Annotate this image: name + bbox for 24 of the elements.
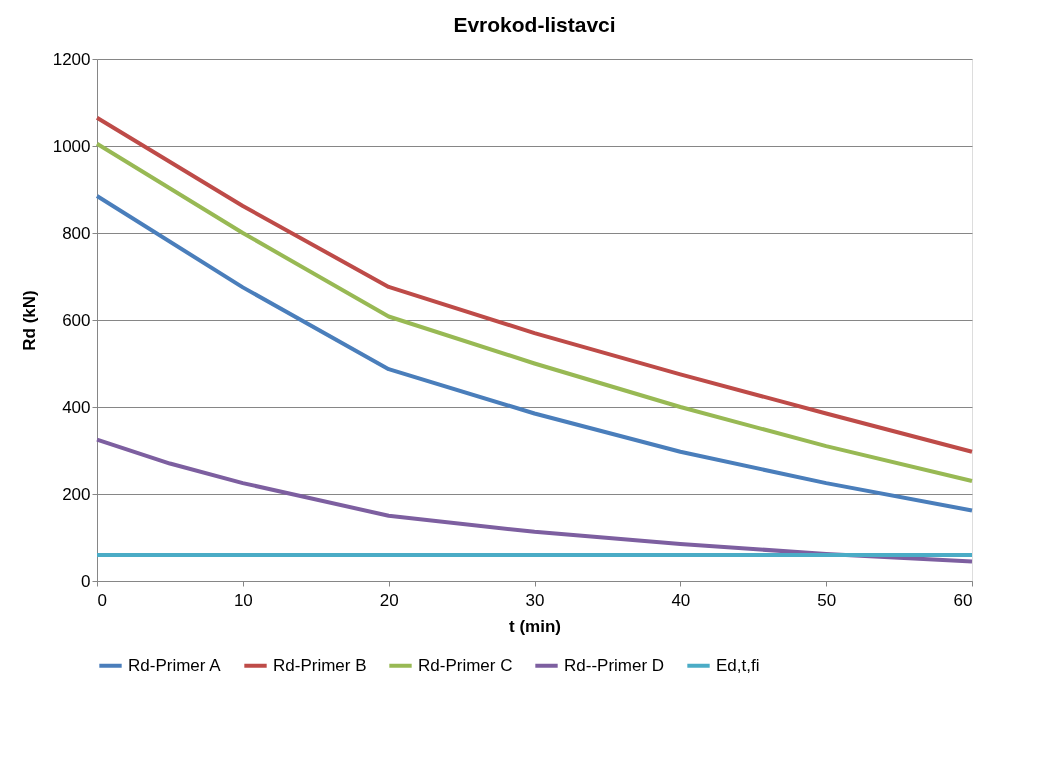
legend-label: Rd--Primer D [564, 655, 665, 675]
y-tick-label: 1200 [52, 49, 91, 69]
chart-title: Evrokod-listavci [453, 13, 616, 36]
legend-label: Rd-Primer A [128, 655, 222, 675]
x-tick-label: 20 [379, 590, 399, 610]
x-axis-title: t (min) [509, 616, 561, 636]
y-tick-label: 1000 [52, 136, 91, 156]
legend-label: Rd-Primer C [418, 655, 513, 675]
y-tick-label: 600 [62, 310, 91, 330]
y-axis-title: Rd (kN) [19, 290, 39, 351]
line-series [95, 194, 974, 513]
y-tick-label: 400 [62, 397, 91, 417]
x-tick-label: 0 [97, 590, 107, 610]
y-tick-label: 0 [81, 571, 91, 591]
y-tick-label: 200 [62, 484, 91, 504]
y-tick-label: 800 [62, 223, 91, 243]
x-tick-label: 40 [671, 590, 691, 610]
legend-label: Rd-Primer B [273, 655, 367, 675]
x-tick-label: 60 [953, 590, 973, 610]
line-series [95, 437, 974, 564]
x-tick-label: 50 [817, 590, 837, 610]
legend-label: Ed,t,fi [716, 655, 760, 675]
x-tick-label: 10 [233, 590, 253, 610]
x-tick-label: 30 [525, 590, 545, 610]
